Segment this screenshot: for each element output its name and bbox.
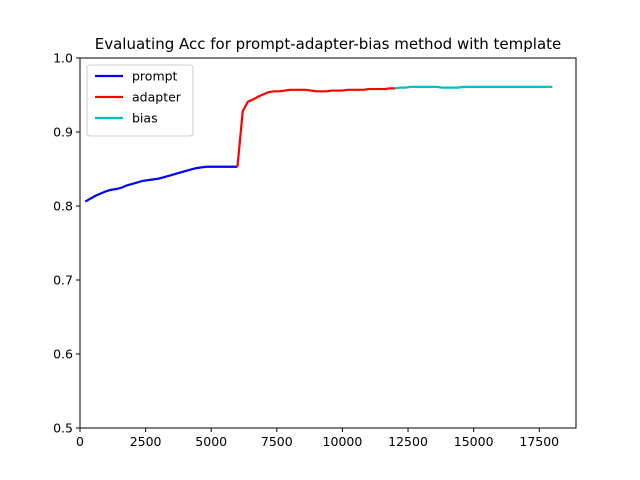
legend-label-adapter: adapter bbox=[132, 90, 182, 105]
x-tick-label: 5000 bbox=[195, 434, 227, 449]
legend-label-prompt: prompt bbox=[132, 69, 178, 84]
series-line-bias bbox=[394, 85, 553, 90]
legend: prompt adapter bias bbox=[86, 64, 194, 137]
y-tick-label: 0.6 bbox=[53, 347, 73, 362]
x-tick-label: 2500 bbox=[130, 434, 162, 449]
series-lines bbox=[84, 85, 553, 203]
x-axis: 0 2500 5000 7500 10000 12500 15000 17500 bbox=[76, 428, 559, 449]
y-tick-label: 0.7 bbox=[53, 273, 73, 288]
x-tick-label: 12500 bbox=[388, 434, 428, 449]
y-tick-label: 0.8 bbox=[53, 199, 73, 214]
y-tick-label: 1.0 bbox=[53, 51, 73, 66]
series-line-adapter bbox=[236, 87, 395, 167]
x-tick-label: 17500 bbox=[519, 434, 559, 449]
x-tick-label: 10000 bbox=[323, 434, 363, 449]
x-tick-label: 7500 bbox=[261, 434, 293, 449]
legend-label-bias: bias bbox=[132, 111, 158, 126]
y-tick-label: 0.9 bbox=[53, 125, 73, 140]
chart-title: Evaluating Acc for prompt-adapter-bias m… bbox=[95, 35, 562, 53]
series-line-prompt bbox=[84, 165, 238, 203]
y-tick-label: 0.5 bbox=[53, 421, 73, 436]
plot-frame bbox=[79, 57, 577, 429]
x-tick-label: 15000 bbox=[454, 434, 494, 449]
y-axis: 0.5 0.6 0.7 0.8 0.9 1.0 bbox=[53, 51, 80, 436]
x-tick-label: 0 bbox=[76, 434, 84, 449]
